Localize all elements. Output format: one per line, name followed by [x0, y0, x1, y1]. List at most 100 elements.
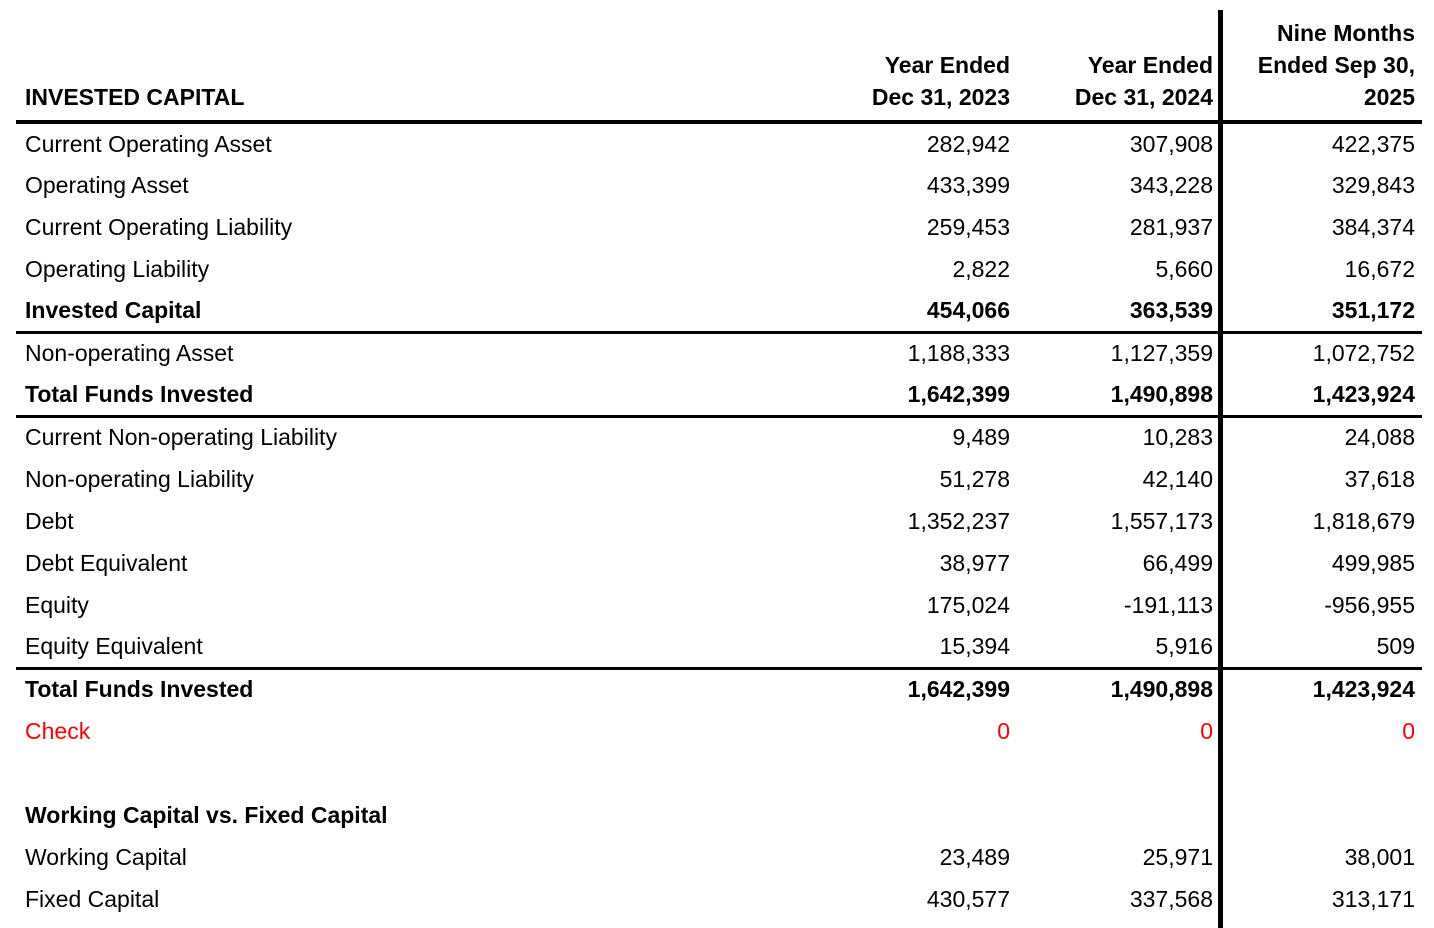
row-value-2025: -956,955	[1324, 591, 1415, 618]
row-value-2023: 51,278	[939, 465, 1010, 492]
row-value-2024: 10,283	[1142, 424, 1213, 451]
row-label: Current Operating Asset	[25, 130, 272, 157]
row-value-2025: 1,423,924	[1312, 676, 1415, 703]
row-value-2023: 1,642,399	[810, 374, 1010, 418]
row-value-2025: 16,672	[1344, 255, 1415, 282]
section-header-row: Working Capital vs. Fixed Capital	[16, 794, 1422, 836]
column-header-2024: Year Ended Dec 31, 2024	[1010, 0, 1213, 124]
column-header-2023-line1: Year Ended	[884, 52, 1010, 78]
row-value-2025: 351,172	[1213, 290, 1422, 334]
table-row: Debt Equivalent 38,977 66,499 499,985	[16, 542, 1422, 584]
row-value-2025: 384,374	[1331, 213, 1415, 240]
row-value-2023: 2,822	[952, 255, 1010, 282]
spacer-cell	[1010, 752, 1213, 794]
row-value-2023	[810, 794, 1010, 836]
row-value-2023: 15,394	[810, 626, 1010, 670]
table-row: Non-operating Asset 1,188,333 1,127,359 …	[16, 332, 1422, 374]
row-value-2023: 454,066	[810, 290, 1010, 334]
row-value-2024: 1,557,173	[1110, 507, 1213, 534]
row-value-2024: 5,916	[1010, 626, 1213, 670]
row-value-2024: 1,490,898	[1110, 676, 1213, 703]
table-row: Current Non-operating Liability 9,489 10…	[16, 416, 1422, 458]
row-value-2023: 1,188,333	[907, 340, 1010, 367]
table-row: Current Operating Liability 259,453 281,…	[16, 206, 1422, 248]
column-header-2025: Nine Months Ended Sep 30, 2025	[1213, 0, 1422, 124]
table-row-total-funds-invested: Total Funds Invested 1,642,399 1,490,898…	[16, 374, 1422, 418]
row-value-2023: 38,977	[939, 549, 1010, 576]
row-value-2025: 37,618	[1344, 465, 1415, 492]
table-row: Current Operating Asset 282,942 307,908 …	[16, 122, 1422, 164]
row-value-2025: 24,088	[1344, 424, 1415, 451]
row-label: Equity	[25, 591, 89, 618]
row-value-2024: 25,971	[1142, 843, 1213, 870]
table-row-check: Check 0 0 0	[16, 710, 1422, 752]
row-value-2024	[1010, 794, 1213, 836]
row-label: Total Funds Invested	[25, 676, 254, 703]
row-value-2025: 1,072,752	[1312, 340, 1415, 367]
row-value-2025: 422,375	[1331, 130, 1415, 157]
row-value-2023: 0	[997, 717, 1010, 744]
row-value-2025: 329,843	[1331, 171, 1415, 198]
row-label: Total Funds Invested	[16, 374, 810, 418]
row-label: Working Capital	[25, 843, 187, 870]
row-value-2023: 175,024	[926, 591, 1010, 618]
row-value-2023: 282,942	[926, 130, 1010, 157]
table-row: Equity 175,024 -191,113 -956,955	[16, 584, 1422, 626]
column-divider-line	[1218, 10, 1223, 928]
row-value-2023: 23,489	[939, 843, 1010, 870]
row-value-2025: 0	[1402, 717, 1415, 744]
table-row: Debt 1,352,237 1,557,173 1,818,679	[16, 500, 1422, 542]
row-value-2024: 281,937	[1129, 213, 1213, 240]
row-value-2023: 259,453	[926, 213, 1010, 240]
row-value-2025: 509	[1213, 626, 1422, 670]
row-value-2024: 42,140	[1142, 465, 1213, 492]
row-label: Non-operating Liability	[25, 465, 254, 492]
row-value-2025: 1,423,924	[1213, 374, 1422, 418]
invested-capital-table: INVESTED CAPITAL Year Ended Dec 31, 2023…	[16, 0, 1422, 920]
row-value-2023: 1,352,237	[907, 507, 1010, 534]
row-label: Operating Liability	[25, 255, 210, 282]
row-value-2024: 307,908	[1129, 130, 1213, 157]
row-value-2023: 430,577	[926, 885, 1010, 912]
row-value-2024: 343,228	[1129, 171, 1213, 198]
row-value-2023: 433,399	[926, 171, 1010, 198]
spacer-cell	[1213, 752, 1422, 794]
row-value-2024: 5,660	[1155, 255, 1213, 282]
column-header-2023: Year Ended Dec 31, 2023	[810, 0, 1010, 124]
row-label: Equity Equivalent	[16, 626, 810, 670]
table-row: Operating Asset 433,399 343,228 329,843	[16, 164, 1422, 206]
row-label: Operating Asset	[25, 171, 189, 198]
row-value-2025: 38,001	[1344, 843, 1415, 870]
row-value-2025: 313,171	[1331, 885, 1415, 912]
row-value-2024: 1,127,359	[1110, 340, 1213, 367]
table-row: Operating Liability 2,822 5,660 16,672	[16, 248, 1422, 290]
row-label: Fixed Capital	[25, 885, 160, 912]
row-value-2024: 66,499	[1142, 549, 1213, 576]
column-header-2025-line3: 2025	[1363, 84, 1415, 110]
column-header-2025-line2: Ended Sep 30,	[1257, 52, 1415, 78]
row-value-2023: 1,642,399	[907, 676, 1010, 703]
row-value-2025: 499,985	[1331, 549, 1415, 576]
row-value-2025: 1,818,679	[1312, 507, 1415, 534]
spacer-cell	[16, 752, 810, 794]
row-label: Debt Equivalent	[25, 549, 188, 576]
row-value-2024: -191,113	[1123, 591, 1213, 618]
row-value-2025	[1213, 794, 1422, 836]
header-row: INVESTED CAPITAL Year Ended Dec 31, 2023…	[16, 0, 1422, 124]
row-value-2024: 337,568	[1129, 885, 1213, 912]
row-value-2024: 363,539	[1010, 290, 1213, 334]
table-row-subtotal-invested-capital: Invested Capital 454,066 363,539 351,172	[16, 290, 1422, 334]
table-row-total-funds-invested: Total Funds Invested 1,642,399 1,490,898…	[16, 668, 1422, 710]
table-title: INVESTED CAPITAL	[16, 0, 810, 124]
row-value-2024: 0	[1200, 717, 1213, 744]
section-title: Working Capital vs. Fixed Capital	[25, 801, 388, 828]
column-header-2023-line2: Dec 31, 2023	[871, 84, 1010, 110]
row-label: Current Operating Liability	[25, 213, 293, 240]
row-value-2023: 9,489	[952, 424, 1010, 451]
row-value-2024: 1,490,898	[1010, 374, 1213, 418]
column-header-2024-line2: Dec 31, 2024	[1074, 84, 1213, 110]
row-label: Invested Capital	[16, 290, 810, 334]
column-header-2024-line1: Year Ended	[1087, 52, 1213, 78]
row-label: Current Non-operating Liability	[25, 424, 337, 451]
